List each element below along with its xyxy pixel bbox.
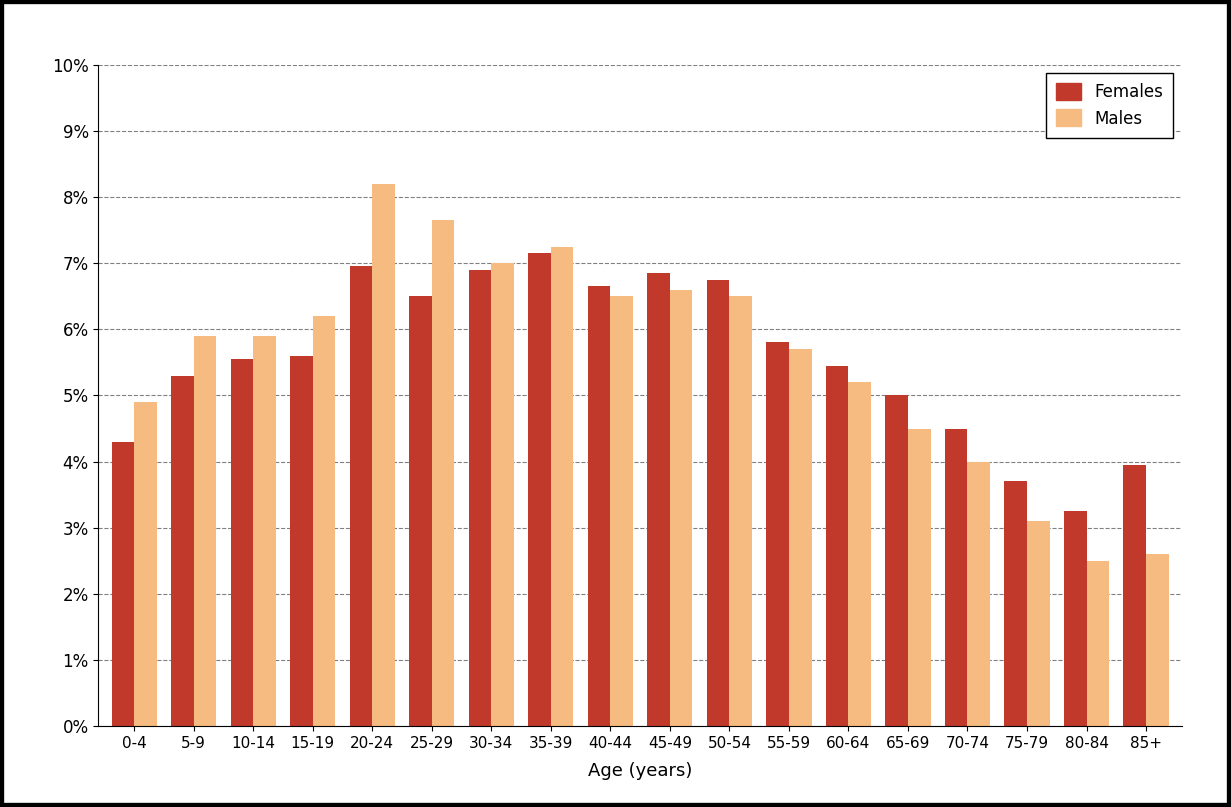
Bar [789,349,811,726]
Bar [968,462,990,726]
Bar [1004,482,1027,726]
Bar [528,253,550,726]
Bar [491,263,513,726]
Bar [885,395,908,726]
Bar [112,441,134,726]
Bar [550,247,574,726]
Bar [848,383,872,726]
Bar [587,286,611,726]
Bar [350,266,372,726]
Bar [730,296,752,726]
Bar [1124,465,1146,726]
Bar [826,366,848,726]
Bar [230,359,254,726]
Bar [432,220,454,726]
Bar [171,375,193,726]
Bar [313,316,335,726]
Bar [767,342,789,726]
Bar [707,280,730,726]
X-axis label: Age (years): Age (years) [588,762,692,780]
Bar [1027,521,1050,726]
Bar [291,356,313,726]
Bar [469,270,491,726]
Bar [945,429,968,726]
Bar [254,336,276,726]
Bar [1087,561,1109,726]
Bar [409,296,432,726]
Bar [670,290,693,726]
Bar [372,184,395,726]
Bar [1146,554,1168,726]
Bar [1064,512,1087,726]
Bar [193,336,217,726]
Bar [908,429,931,726]
Legend: Females, Males: Females, Males [1046,73,1173,137]
Bar [648,273,670,726]
Bar [611,296,633,726]
Bar [134,402,156,726]
